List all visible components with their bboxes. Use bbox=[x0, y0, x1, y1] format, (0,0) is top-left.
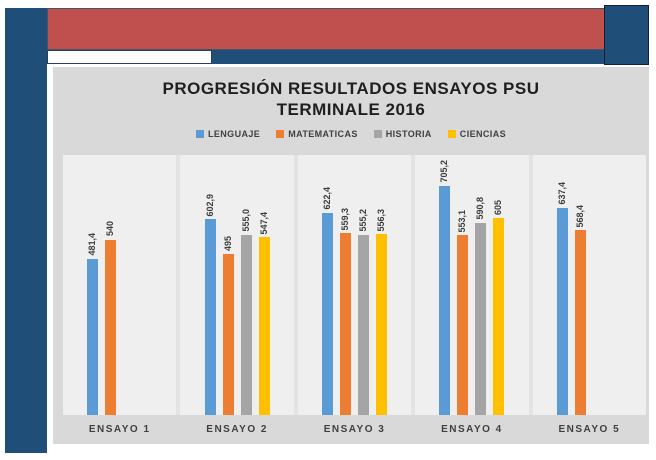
bar-slot-lenguaje: 705,2 bbox=[439, 155, 451, 415]
legend-item-ciencias: CIENCIAS bbox=[447, 129, 507, 139]
subtitle-placeholder bbox=[47, 50, 212, 64]
bar-historia-ensayo-4 bbox=[475, 223, 487, 415]
chart-title-line1: PROGRESIÓN RESULTADOS ENSAYOS PSU bbox=[162, 79, 540, 98]
navy-accent-strip bbox=[212, 50, 605, 64]
corner-accent-block bbox=[604, 5, 649, 65]
bar-lenguaje-ensayo-4 bbox=[439, 185, 451, 415]
bar-data-label: 556,3 bbox=[376, 208, 387, 232]
bar-group: 602,9 495 555,0 547,4 bbox=[204, 155, 270, 415]
plot-section-ensayo-4: 705,2 553,1 590,8 605 bbox=[415, 155, 529, 415]
bar-data-label: 555,0 bbox=[240, 209, 251, 232]
bar-data-label: 495 bbox=[222, 236, 233, 252]
category-axis: ENSAYO 1 ENSAYO 2 ENSAYO 3 ENSAYO 4 ENSAYO 5 bbox=[63, 415, 646, 444]
bar-data-label: 553,1 bbox=[457, 209, 468, 233]
legend-label: LENGUAJE bbox=[207, 129, 261, 139]
bar-slot-ciencias: 556,3 bbox=[376, 155, 388, 415]
bar-slot-historia: 555,2 bbox=[358, 155, 370, 415]
bar-data-label: 605 bbox=[493, 200, 504, 216]
bar-group: 622,4 559,3 555,2 556,3 bbox=[322, 155, 388, 415]
bar-slot-historia bbox=[123, 155, 134, 415]
bar-data-label: 637,4 bbox=[556, 182, 567, 205]
category-label-ensayo-1: ENSAYO 1 bbox=[88, 424, 151, 435]
bar-slot-matematicas: 559,3 bbox=[340, 155, 352, 415]
title-banner bbox=[47, 8, 605, 50]
bar-data-label: 481,4 bbox=[87, 233, 98, 256]
legend-color-swatch-icon bbox=[373, 130, 382, 138]
bar-ciencias-ensayo-3 bbox=[376, 234, 388, 415]
bar-slot-lenguaje: 602,9 bbox=[204, 155, 216, 415]
bar-data-label: 555,2 bbox=[358, 209, 369, 232]
bar-slot-lenguaje: 637,4 bbox=[556, 155, 568, 415]
bar-slot-matematicas: 553,1 bbox=[457, 155, 469, 415]
bar-slot-matematicas: 540 bbox=[105, 155, 117, 415]
bar-matematicas-ensayo-4 bbox=[457, 235, 469, 415]
chart-title-line2: TERMINALE 2016 bbox=[276, 100, 426, 119]
bar-data-label: 559,3 bbox=[340, 207, 351, 231]
bar-data-label: 590,8 bbox=[475, 197, 486, 220]
bar-slot-historia: 555,0 bbox=[240, 155, 252, 415]
bar-slot-matematicas: 568,4 bbox=[574, 155, 586, 415]
bar-data-label: 602,9 bbox=[204, 193, 215, 217]
plot-section-ensayo-3: 622,4 559,3 555,2 556,3 bbox=[297, 155, 412, 415]
bar-matematicas-ensayo-1 bbox=[105, 239, 117, 415]
legend-label: MATEMATICAS bbox=[288, 129, 358, 139]
bar-slot-lenguaje: 622,4 bbox=[322, 155, 334, 415]
bar-data-label: 568,4 bbox=[574, 204, 585, 228]
legend-item-lenguaje: LENGUAJE bbox=[195, 129, 261, 139]
bar-data-label: 622,4 bbox=[322, 187, 333, 210]
category-label-ensayo-5: ENSAYO 5 bbox=[558, 424, 621, 435]
chart-panel: PROGRESIÓN RESULTADOS ENSAYOS PSU TERMIN… bbox=[53, 67, 649, 444]
category-label-ensayo-3: ENSAYO 3 bbox=[323, 424, 386, 435]
category-label-ensayo-2: ENSAYO 2 bbox=[206, 424, 268, 435]
bar-lenguaje-ensayo-5 bbox=[556, 207, 568, 415]
bar-slot-ciencias bbox=[611, 155, 622, 415]
bar-group: 637,4 568,4 bbox=[556, 155, 622, 415]
bar-slot-matematicas: 495 bbox=[222, 155, 234, 415]
bar-matematicas-ensayo-3 bbox=[340, 233, 352, 415]
bar-data-label: 705,2 bbox=[439, 160, 450, 183]
legend-item-historia: HISTORIA bbox=[373, 129, 432, 139]
legend-label: CIENCIAS bbox=[459, 129, 507, 139]
bar-data-label: 540 bbox=[105, 221, 116, 237]
plot-section-ensayo-1: 481,4 540 bbox=[63, 155, 177, 415]
bar-historia-ensayo-2 bbox=[240, 234, 252, 415]
bar-matematicas-ensayo-5 bbox=[574, 230, 586, 415]
legend-color-swatch-icon bbox=[195, 130, 204, 138]
bar-slot-ciencias: 605 bbox=[493, 155, 505, 415]
bar-slot-historia: 590,8 bbox=[475, 155, 487, 415]
plot-area: 481,4 540 602,9 495 555,0 547,4 622,4 559,3 555,… bbox=[63, 155, 647, 415]
bar-historia-ensayo-3 bbox=[358, 234, 370, 415]
bar-slot-lenguaje: 481,4 bbox=[87, 155, 99, 415]
category-label-ensayo-4: ENSAYO 4 bbox=[441, 424, 503, 435]
chart-title: PROGRESIÓN RESULTADOS ENSAYOS PSU TERMIN… bbox=[53, 67, 649, 120]
bar-group: 705,2 553,1 590,8 605 bbox=[439, 155, 505, 415]
chart-legend: LENGUAJE MATEMATICAS HISTORIA CIENCIAS bbox=[53, 127, 649, 141]
legend-color-swatch-icon bbox=[276, 130, 285, 138]
plot-section-ensayo-5: 637,4 568,4 bbox=[532, 155, 647, 415]
bar-matematicas-ensayo-2 bbox=[222, 254, 234, 415]
bar-slot-ciencias: 547,4 bbox=[258, 155, 270, 415]
bar-ciencias-ensayo-4 bbox=[493, 218, 505, 415]
bar-ciencias-ensayo-2 bbox=[258, 237, 270, 415]
bar-group: 481,4 540 bbox=[87, 155, 152, 415]
bar-slot-historia bbox=[593, 155, 604, 415]
bar-data-label: 547,4 bbox=[258, 211, 269, 235]
bar-slot-ciencias bbox=[141, 155, 152, 415]
bar-lenguaje-ensayo-2 bbox=[204, 219, 216, 415]
legend-item-matematicas: MATEMATICAS bbox=[276, 129, 358, 139]
plot-section-ensayo-2: 602,9 495 555,0 547,4 bbox=[180, 155, 294, 415]
legend-label: HISTORIA bbox=[385, 129, 432, 139]
bar-lenguaje-ensayo-1 bbox=[87, 258, 99, 415]
left-accent-bar bbox=[5, 8, 47, 453]
bar-lenguaje-ensayo-3 bbox=[322, 212, 334, 415]
legend-color-swatch-icon bbox=[447, 130, 456, 138]
